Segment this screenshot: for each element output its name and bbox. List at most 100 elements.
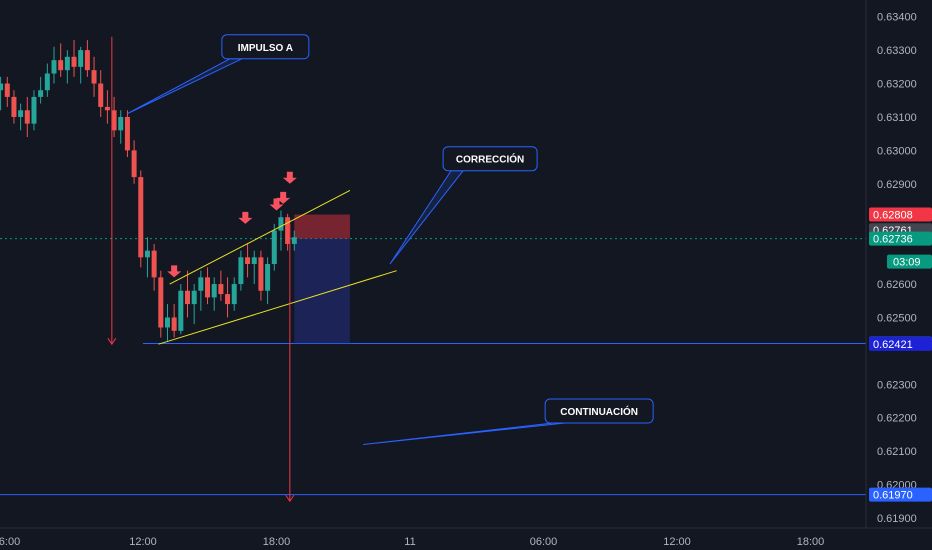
price-axis[interactable]: 0.63400 0.63300 0.63200 0.63100 0.63000 0.629…: [877, 12, 917, 525]
candle-40: [265, 257, 271, 305]
candle-18: [118, 110, 124, 144]
countdown-badge-bg: [887, 254, 932, 269]
candle-33: [218, 270, 224, 301]
candle-body: [144, 250, 150, 258]
callout-2[interactable]: CONTINUACIÓN: [363, 398, 654, 445]
candle-19: [124, 110, 130, 158]
candle-9: [58, 43, 64, 77]
candle-36: [238, 250, 244, 291]
candle-body: [4, 83, 10, 97]
candle-body: [178, 290, 184, 331]
y-tick-label: 0.62600: [877, 279, 917, 291]
candle-body: [151, 250, 157, 278]
candle-26: [171, 304, 177, 338]
down-arrow-icon[interactable]: [238, 211, 253, 224]
candle-body: [84, 50, 90, 71]
candle-body: [271, 230, 277, 264]
time-axis[interactable]: 6:00 12:00 18:00 11 06:00 12:00 18:00: [0, 536, 824, 548]
vertical-arrow-0[interactable]: [107, 36, 117, 346]
y-tick-label: 0.62500: [877, 312, 917, 324]
y-tick-label: 0.62200: [877, 413, 917, 425]
candle-3: [18, 103, 24, 131]
price-badges: 0.628080.627610.627360.624220.624210.619…: [869, 207, 932, 502]
candle-body: [138, 177, 144, 258]
candle-body: [11, 96, 17, 117]
candle-body: [24, 110, 30, 124]
price-badge-bg: [869, 336, 932, 351]
y-tick-label: 0.62300: [877, 379, 917, 391]
candle-4: [24, 96, 30, 138]
price-badge-bg: [869, 487, 932, 502]
down-arrow-icon[interactable]: [167, 265, 182, 278]
candle-body: [218, 284, 224, 295]
y-tick-label: 0.63400: [877, 12, 917, 24]
candle-body: [231, 284, 237, 305]
x-tick-label: 6:00: [0, 536, 20, 548]
take-profit-zone[interactable]: [294, 238, 350, 344]
candle-10: [64, 50, 70, 84]
price-badge: 0.62808: [869, 207, 932, 222]
candle-14: [91, 56, 97, 97]
candle-12: [78, 46, 84, 84]
y-tick-label: 0.62900: [877, 179, 917, 191]
countdown-badge: 03:09: [887, 254, 932, 269]
candle-body: [225, 294, 231, 305]
candle-34: [225, 277, 231, 318]
position-tool[interactable]: [294, 214, 350, 344]
candle-body: [98, 83, 104, 107]
candle-body: [258, 257, 264, 291]
candle-35: [231, 277, 237, 311]
annotations[interactable]: IMPULSO A CORRECCIÓN CONTINUACIÓN: [127, 34, 654, 445]
candle-body: [0, 83, 4, 91]
price-badge-label: 0.62421: [873, 339, 913, 351]
candle-body: [118, 116, 124, 131]
y-tick-label: 0.63100: [877, 112, 917, 124]
candle-44: [291, 230, 297, 251]
down-arrow-icon[interactable]: [282, 171, 297, 184]
candle-38: [251, 250, 257, 285]
candle-7: [44, 63, 50, 97]
price-badge-bg: [869, 207, 932, 222]
candle-5: [31, 90, 37, 131]
candle-body: [31, 96, 37, 124]
y-tick-label: 0.63000: [877, 145, 917, 157]
candle-8: [51, 46, 57, 84]
candle-1: [4, 76, 10, 107]
stop-loss-zone[interactable]: [294, 214, 350, 239]
candle-body: [51, 60, 57, 74]
candle-body: [71, 56, 77, 67]
candles: [0, 40, 297, 341]
candle-21: [138, 170, 144, 268]
candle-body: [158, 277, 164, 328]
candle-27: [178, 284, 184, 335]
candle-body: [78, 50, 84, 67]
candle-39: [258, 250, 264, 301]
candle-body: [211, 284, 217, 298]
callout-0[interactable]: IMPULSO A: [127, 34, 310, 115]
candle-body: [18, 110, 24, 117]
countdown-label: 03:09: [893, 257, 921, 269]
y-tick-label: 0.62100: [877, 446, 917, 458]
candle-body: [131, 150, 137, 178]
candle-41: [271, 223, 277, 271]
down-arrow-icon[interactable]: [269, 198, 284, 211]
x-tick-label: 12:00: [663, 536, 691, 548]
drawings[interactable]: [107, 36, 397, 503]
arrow-head-icon: [107, 337, 117, 346]
callout-label: CORRECCIÓN: [456, 153, 524, 166]
price-badge-bg: [869, 231, 932, 246]
candle-body: [58, 60, 64, 71]
x-tick-label: 12:00: [129, 536, 157, 548]
candle-body: [198, 277, 204, 291]
price-badge-label: 0.62808: [873, 210, 913, 222]
down-arrow-icon[interactable]: [276, 191, 291, 204]
y-tick-label: 0.61900: [877, 513, 917, 525]
price-badge: 0.62421: [869, 336, 932, 351]
vertical-arrow-1[interactable]: [285, 223, 295, 503]
candle-15: [98, 70, 104, 117]
channel-lower-line[interactable]: [158, 270, 397, 345]
channel-upper-line[interactable]: [169, 190, 351, 285]
callout-label: CONTINUACIÓN: [560, 405, 638, 418]
callout-1[interactable]: CORRECCIÓN: [389, 146, 538, 265]
